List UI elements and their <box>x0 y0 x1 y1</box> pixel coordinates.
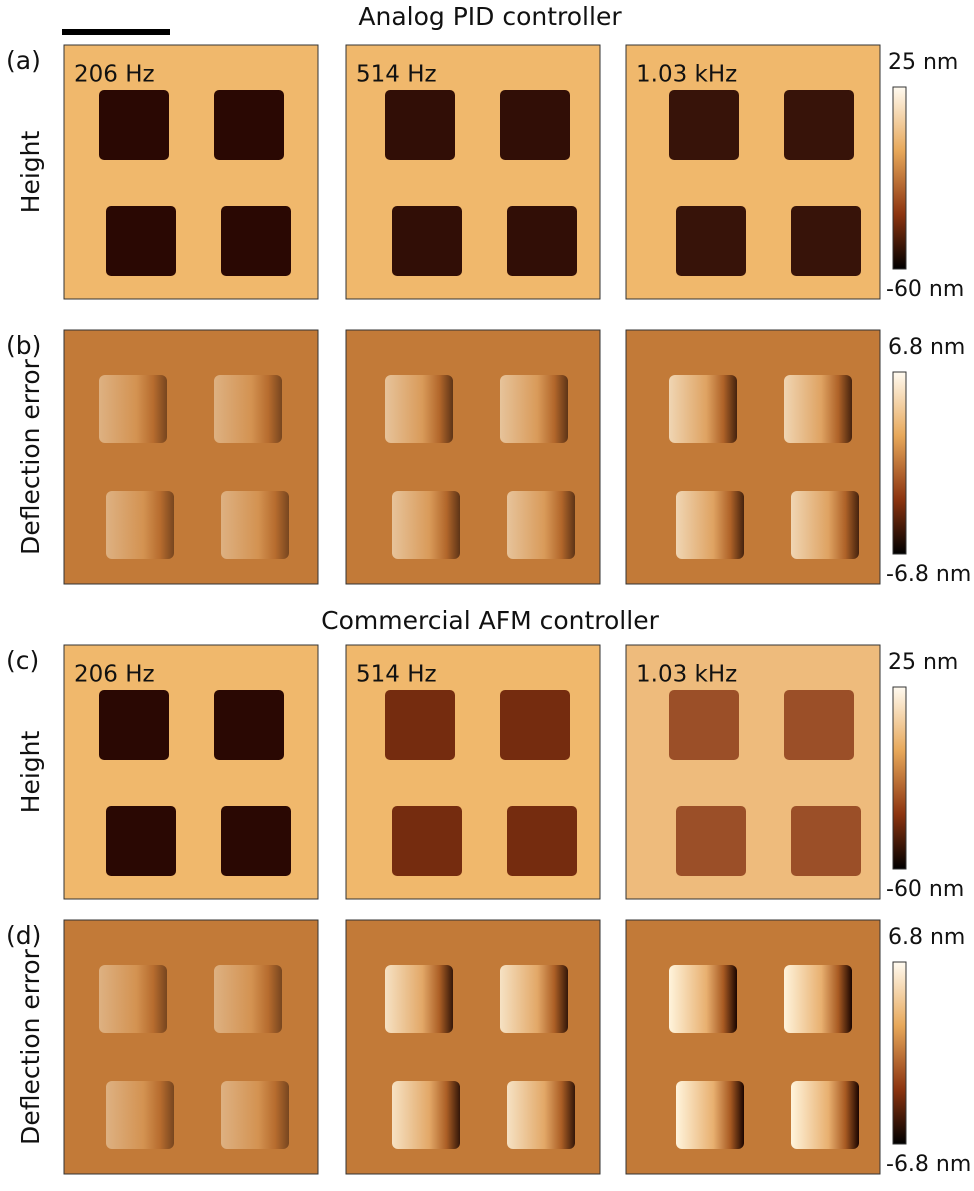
colorbar <box>893 687 906 869</box>
colorbar-min: -6.8 nm <box>886 562 971 587</box>
pit <box>784 90 854 160</box>
row-label: Height <box>16 730 45 813</box>
row-label: Deflection error <box>16 358 45 555</box>
pit <box>392 806 462 876</box>
pit-edge <box>500 375 568 443</box>
pit-edge <box>99 375 167 443</box>
colorbar-min: -60 nm <box>886 277 964 302</box>
pit-edge <box>392 1081 460 1149</box>
pit <box>500 690 570 760</box>
colorbar <box>893 372 906 554</box>
pit <box>221 206 291 276</box>
figure: Analog PID controller (a) Height 206 Hz 514 … <box>0 0 974 1187</box>
pit-edge <box>106 491 174 559</box>
pit <box>500 90 570 160</box>
pit <box>214 90 284 160</box>
pit-edge <box>669 375 737 443</box>
pit <box>106 206 176 276</box>
pit <box>669 690 739 760</box>
pit-edge <box>221 1081 289 1149</box>
frequency-label: 1.03 kHz <box>636 62 737 88</box>
pit <box>676 806 746 876</box>
pit <box>385 690 455 760</box>
pit <box>791 206 861 276</box>
pit-edge <box>214 965 282 1033</box>
pit-edge <box>507 491 575 559</box>
pit <box>507 206 577 276</box>
frequency-label: 1.03 kHz <box>636 662 737 688</box>
pit <box>784 690 854 760</box>
pit <box>392 206 462 276</box>
pit-edge <box>507 1081 575 1149</box>
pit <box>214 690 284 760</box>
pit-edge <box>214 375 282 443</box>
pit <box>106 806 176 876</box>
pit-edge <box>784 375 852 443</box>
pit-edge <box>385 965 453 1033</box>
pit <box>221 806 291 876</box>
pit <box>385 90 455 160</box>
pit-edge <box>676 1081 744 1149</box>
frequency-label: 206 Hz <box>74 62 155 88</box>
section-title: Commercial AFM controller <box>321 606 659 635</box>
afm-image <box>346 920 600 1174</box>
pit-edge <box>500 965 568 1033</box>
colorbar-min: -6.8 nm <box>886 1152 971 1177</box>
pit-edge <box>99 965 167 1033</box>
pit-edge <box>676 491 744 559</box>
pit <box>507 806 577 876</box>
colorbar-max: 6.8 nm <box>888 335 965 360</box>
colorbar-min: -60 nm <box>886 877 964 902</box>
row-label: Height <box>16 130 45 213</box>
panel-label: (c) <box>6 646 39 675</box>
colorbar <box>893 87 906 269</box>
pit-edge <box>106 1081 174 1149</box>
afm-image <box>346 330 600 584</box>
pit-edge <box>385 375 453 443</box>
pit <box>791 806 861 876</box>
row-label: Deflection error <box>16 948 45 1145</box>
pit <box>669 90 739 160</box>
panel-label: (a) <box>6 46 41 75</box>
afm-image <box>626 330 880 584</box>
frequency-label: 206 Hz <box>74 662 155 688</box>
section-title: Analog PID controller <box>358 2 622 31</box>
colorbar-max: 25 nm <box>888 50 958 75</box>
pit-edge <box>392 491 460 559</box>
colorbar <box>893 962 906 1144</box>
colorbar-max: 25 nm <box>888 650 958 675</box>
frequency-label: 514 Hz <box>356 62 437 88</box>
panel-label: (b) <box>6 331 41 360</box>
afm-image <box>64 920 318 1174</box>
afm-image <box>626 920 880 1174</box>
pit-edge <box>669 965 737 1033</box>
frequency-label: 514 Hz <box>356 662 437 688</box>
pit-edge <box>791 1081 859 1149</box>
pit <box>99 690 169 760</box>
pit-edge <box>784 965 852 1033</box>
colorbar-max: 6.8 nm <box>888 925 965 950</box>
pit <box>99 90 169 160</box>
afm-image <box>64 330 318 584</box>
pit-edge <box>791 491 859 559</box>
pit <box>676 206 746 276</box>
panel-label: (d) <box>6 921 41 950</box>
pit-edge <box>221 491 289 559</box>
